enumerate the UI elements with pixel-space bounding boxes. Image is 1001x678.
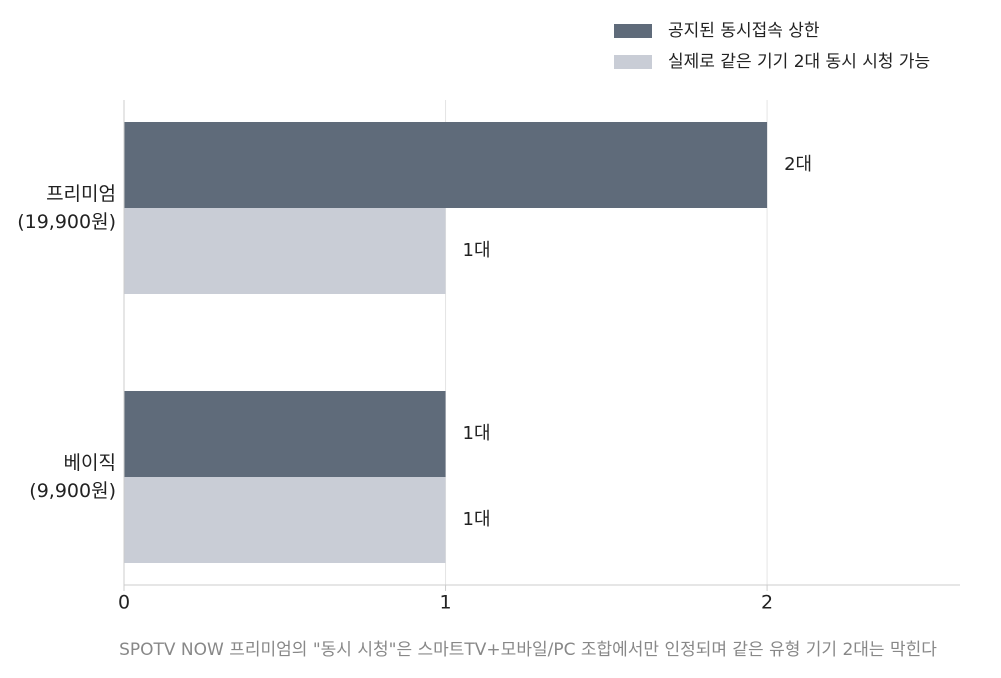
x-tick-label: 2: [761, 592, 773, 614]
legend-swatch: [614, 55, 652, 69]
y-tick-label: 프리미엄 (19,900원): [17, 183, 116, 233]
y-tick-label: 베이직 (9,900원): [29, 452, 116, 502]
legend-label: 실제로 같은 기기 2대 동시 시청 가능: [668, 52, 930, 72]
bar: [124, 477, 446, 563]
legend-swatch: [614, 24, 652, 38]
value-label: 1대: [463, 423, 491, 444]
bar: [124, 391, 446, 477]
value-label: 1대: [463, 240, 491, 261]
value-label: 1대: [463, 509, 491, 530]
bar: [124, 208, 446, 294]
chart-note: SPOTV NOW 프리미엄의 "동시 시청"은 스마트TV+모바일/PC 조합…: [119, 640, 937, 660]
x-tick-label: 0: [118, 592, 130, 614]
legend-label: 공지된 동시접속 상한: [668, 21, 820, 41]
value-label: 2대: [784, 154, 812, 175]
x-tick-label: 1: [439, 592, 451, 614]
bar: [124, 122, 768, 208]
